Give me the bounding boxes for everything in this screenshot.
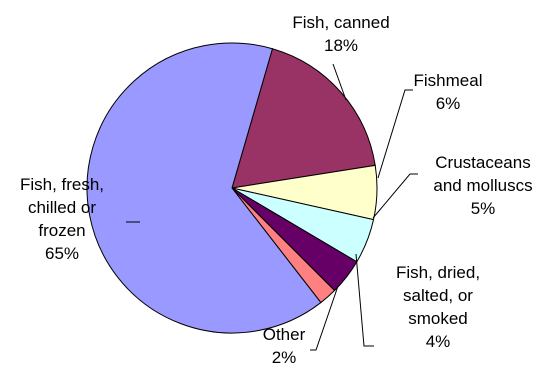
leader-lines	[126, 63, 418, 351]
slice-value-label: 2%	[272, 348, 297, 367]
slice-name-label: and molluscs	[433, 176, 532, 195]
slice-value-label: 6%	[436, 94, 461, 113]
slice-label: Fishmeal 6%	[414, 71, 483, 113]
leader-line	[372, 173, 418, 219]
slice-value-label: 18%	[324, 36, 358, 55]
slice-name-label: frozen	[38, 221, 85, 240]
pie-slice-fish-fresh-chilled-or-frozen	[86, 42, 322, 334]
slice-value-label: 5%	[471, 199, 496, 218]
slice-name-label: chilled or	[28, 198, 96, 217]
slice-name-label: Other	[263, 325, 306, 344]
slice-name-label: smoked	[408, 309, 468, 328]
slice-name-label: salted, or	[403, 286, 473, 305]
leader-line	[332, 63, 347, 101]
slice-name-label: Fish, canned	[292, 13, 389, 32]
slice-value-label: 4%	[426, 332, 451, 351]
slice-name-label: Crustaceans	[435, 153, 530, 172]
pie-slice-fish-canned	[231, 48, 376, 189]
slice-labels: Fish, fresh, chilled or frozen 65% Fish, can…	[20, 13, 533, 367]
leader-line	[377, 89, 413, 179]
slice-name-label: Fish, dried,	[396, 263, 480, 282]
slice-value-label: 65%	[45, 244, 79, 263]
slice-name-label: Fishmeal	[414, 71, 483, 90]
slice-label: Fish, fresh, chilled or frozen 65%	[20, 175, 104, 263]
slice-name-label: Fish, fresh,	[20, 175, 104, 194]
slice-label: Fish, dried, salted, or smoked 4%	[396, 263, 480, 351]
leader-line	[310, 285, 339, 351]
pie-slices	[86, 42, 378, 334]
slice-label: Other 2%	[263, 325, 306, 367]
slice-label: Fish, canned 18%	[292, 13, 389, 55]
slice-label: Crustaceans and molluscs 5%	[433, 153, 532, 218]
leader-line	[355, 253, 374, 347]
